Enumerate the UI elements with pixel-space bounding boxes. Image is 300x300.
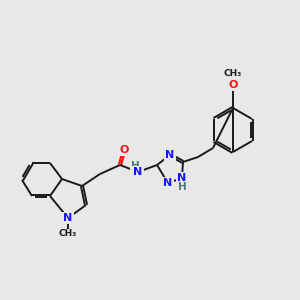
Text: N: N [63,213,73,223]
Text: H: H [130,161,140,171]
Text: N: N [134,167,142,177]
Text: CH₃: CH₃ [224,68,242,77]
Text: N: N [177,173,187,183]
Text: H: H [178,182,186,192]
Text: O: O [228,80,238,90]
Text: N: N [164,178,172,188]
Text: CH₃: CH₃ [59,230,77,238]
Text: N: N [165,150,175,160]
Text: O: O [119,145,129,155]
